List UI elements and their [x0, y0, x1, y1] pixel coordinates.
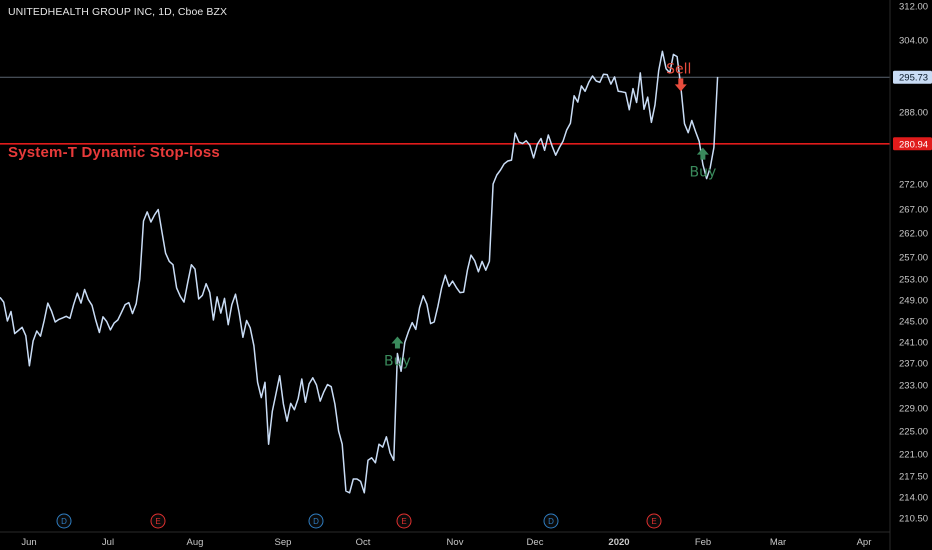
dividend-event-circle — [308, 513, 324, 529]
price-axis-tick-label: 214.00 — [899, 493, 928, 504]
time-axis-tick-label: Oct — [356, 537, 371, 548]
price-axis-tick-label: 249.00 — [899, 296, 928, 307]
time-axis-tick-label: Mar — [770, 537, 786, 548]
dividend-event-circle — [56, 513, 72, 529]
last-price-badge: 295.73 — [893, 70, 932, 84]
time-axis-tick-label: Sep — [275, 537, 292, 548]
dividend-event-label: D — [548, 517, 554, 526]
dividend-event-label: D — [61, 517, 67, 526]
dividend-event-marker[interactable]: D — [543, 513, 559, 529]
earnings-event-label: E — [155, 517, 160, 526]
earnings-event-label: E — [651, 517, 656, 526]
earnings-event-label: E — [401, 517, 406, 526]
price-axis-tick-label: 267.00 — [899, 205, 928, 216]
time-axis-tick-label: Jun — [21, 537, 36, 548]
buy-signal-2[interactable]: Buy — [689, 147, 716, 181]
dividend-event-marker[interactable]: D — [56, 513, 72, 529]
last-price-badge-text: 295.73 — [899, 73, 928, 84]
time-axis-tick-label: Dec — [527, 537, 544, 548]
price-axis-tick-label: 288.00 — [899, 108, 928, 119]
price-axis-tick-label: 272.00 — [899, 180, 928, 191]
price-axis-tick-label: 253.00 — [899, 275, 928, 286]
price-axis[interactable]: 312.00 304.00 288.00 272.00 267.00 262.00 257.… — [899, 2, 928, 525]
time-axis-tick-label: Apr — [857, 537, 872, 548]
price-axis-tick-label: 217.50 — [899, 472, 928, 483]
sell-signal-label: Sell — [666, 61, 691, 77]
last-price-badge-bg — [893, 70, 932, 84]
stop-loss-badge-bg — [893, 137, 932, 151]
dividend-event-circle — [543, 513, 559, 529]
sell-arrow-icon — [674, 78, 687, 92]
dividend-event-label: D — [313, 517, 319, 526]
earnings-event-marker[interactable]: E — [150, 513, 166, 529]
price-axis-tick-label: 245.00 — [899, 317, 928, 328]
buy-arrow-icon — [391, 336, 404, 349]
price-axis-tick-label: 257.00 — [899, 253, 928, 264]
price-series-line — [0, 50, 719, 494]
time-axis-tick-label: Aug — [187, 537, 204, 548]
indicator-label: System-T Dynamic Stop-loss — [8, 144, 220, 161]
price-axis-tick-label: 233.00 — [899, 381, 928, 392]
price-axis-tick-label: 225.00 — [899, 427, 928, 438]
price-axis-tick-label: 304.00 — [899, 36, 928, 47]
buy-signal-label: Buy — [689, 165, 716, 181]
chart-title: UNITEDHEALTH GROUP INC, 1D, Cboe BZX — [8, 6, 228, 18]
time-axis-tick-label: 2020 — [608, 537, 629, 548]
price-axis-tick-label: 241.00 — [899, 338, 928, 349]
price-axis-tick-label: 262.00 — [899, 229, 928, 240]
earnings-event-circle — [150, 513, 166, 529]
price-axis-tick-label: 229.00 — [899, 404, 928, 415]
price-axis-tick-label: 237.00 — [899, 359, 928, 370]
buy-signal-0[interactable]: Buy — [384, 336, 411, 370]
price-axis-tick-label: 210.50 — [899, 514, 928, 525]
stop-loss-badge-text: 280.94 — [899, 139, 928, 150]
price-axis-tick-label: 221.00 — [899, 450, 928, 461]
time-axis-tick-label: Jul — [102, 537, 114, 548]
time-axis-tick-label: Feb — [695, 537, 711, 548]
price-axis-tick-label: 312.00 — [899, 2, 928, 13]
stop-loss-badge: 280.94 — [893, 137, 932, 151]
sell-signal-1[interactable]: Sell — [666, 61, 691, 92]
time-axis-tick-label: Nov — [447, 537, 464, 548]
earnings-event-circle — [396, 513, 412, 529]
time-axis[interactable]: Jun Jul Aug Sep Oct Nov Dec 2020 Feb Mar Apr — [21, 537, 871, 548]
earnings-event-circle — [646, 513, 662, 529]
earnings-event-marker[interactable]: E — [396, 513, 412, 529]
buy-arrow-icon — [696, 147, 709, 160]
dividend-event-marker[interactable]: D — [308, 513, 324, 529]
earnings-event-marker[interactable]: E — [646, 513, 662, 529]
buy-signal-label: Buy — [384, 354, 411, 370]
